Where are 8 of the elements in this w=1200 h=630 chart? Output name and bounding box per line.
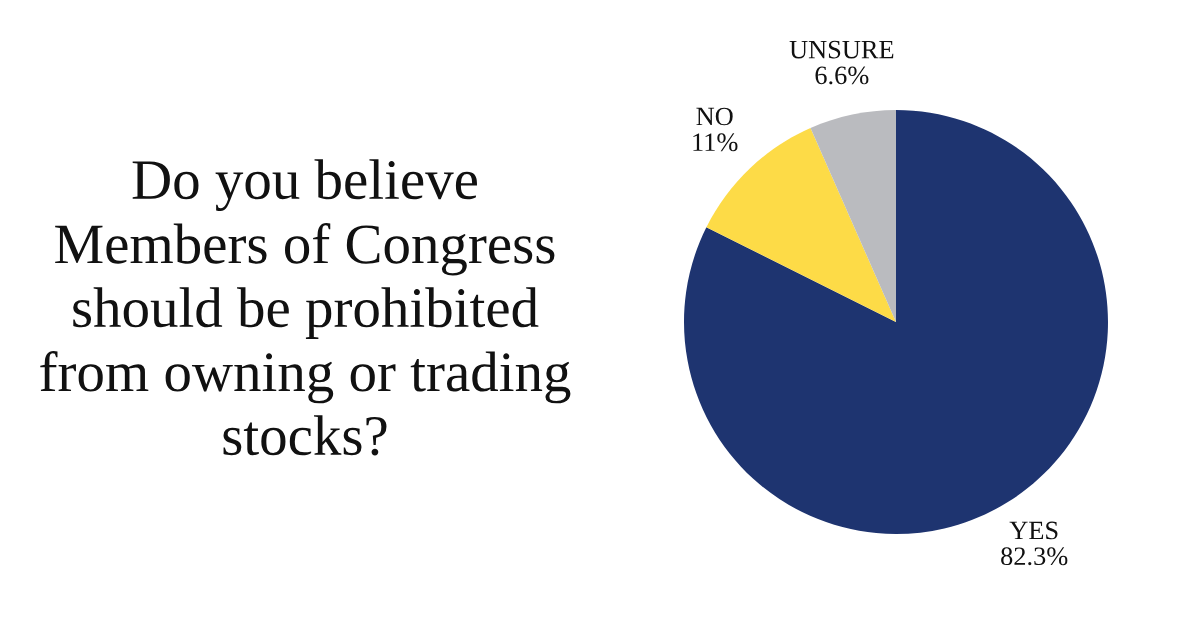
pie-slice (810, 110, 896, 322)
slice-label: NO (696, 107, 733, 126)
slice-label: UNSURE (789, 40, 894, 59)
data-label: 6.6% (815, 66, 869, 85)
data-label: 82.3% (1001, 547, 1068, 566)
data-label: 11% (693, 133, 738, 152)
slice-label: YES (1009, 521, 1058, 540)
text: Do you believe Members of Congress should be prohibited from owning or trading stocks? (40, 159, 571, 456)
